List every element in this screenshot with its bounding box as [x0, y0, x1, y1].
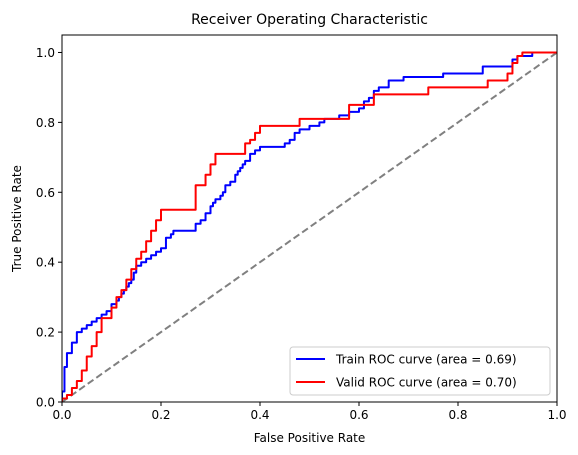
x-tick-label: 0.2 — [151, 408, 170, 422]
series-layer — [62, 51, 557, 402]
valid-roc-line — [62, 51, 557, 402]
ticks-layer: 0.0 0.2 0.4 0.6 0.8 1.0 0.0 0.2 0.4 0.6 0.8 1.0 — [36, 46, 567, 422]
x-tick-label: 0.0 — [52, 408, 71, 422]
chart-title: Receiver Operating Characteristic — [191, 12, 428, 28]
x-tick-label: 0.6 — [349, 408, 368, 422]
x-tick-label: 1.0 — [547, 408, 566, 422]
y-tick-label: 0.8 — [36, 116, 55, 130]
y-tick-label: 0.0 — [36, 396, 55, 410]
y-axis-label: True Positive Rate — [10, 165, 24, 273]
chance-diagonal-line — [62, 51, 557, 402]
plot-frame — [61, 34, 558, 403]
legend: Train ROC curve (area = 0.69) Valid ROC … — [289, 346, 551, 396]
legend-label-valid: Valid ROC curve (area = 0.70) — [336, 376, 517, 390]
train-roc-line — [62, 51, 557, 402]
y-tick-label: 0.6 — [36, 186, 55, 200]
x-tick-label: 0.4 — [250, 408, 269, 422]
x-tick-label: 0.8 — [448, 408, 467, 422]
legend-box — [289, 346, 551, 396]
y-tick-label: 0.2 — [36, 326, 55, 340]
x-axis-label: False Positive Rate — [254, 431, 366, 445]
legend-label-train: Train ROC curve (area = 0.69) — [335, 353, 517, 367]
y-tick-label: 1.0 — [36, 46, 55, 60]
y-tick-label: 0.4 — [36, 256, 55, 270]
